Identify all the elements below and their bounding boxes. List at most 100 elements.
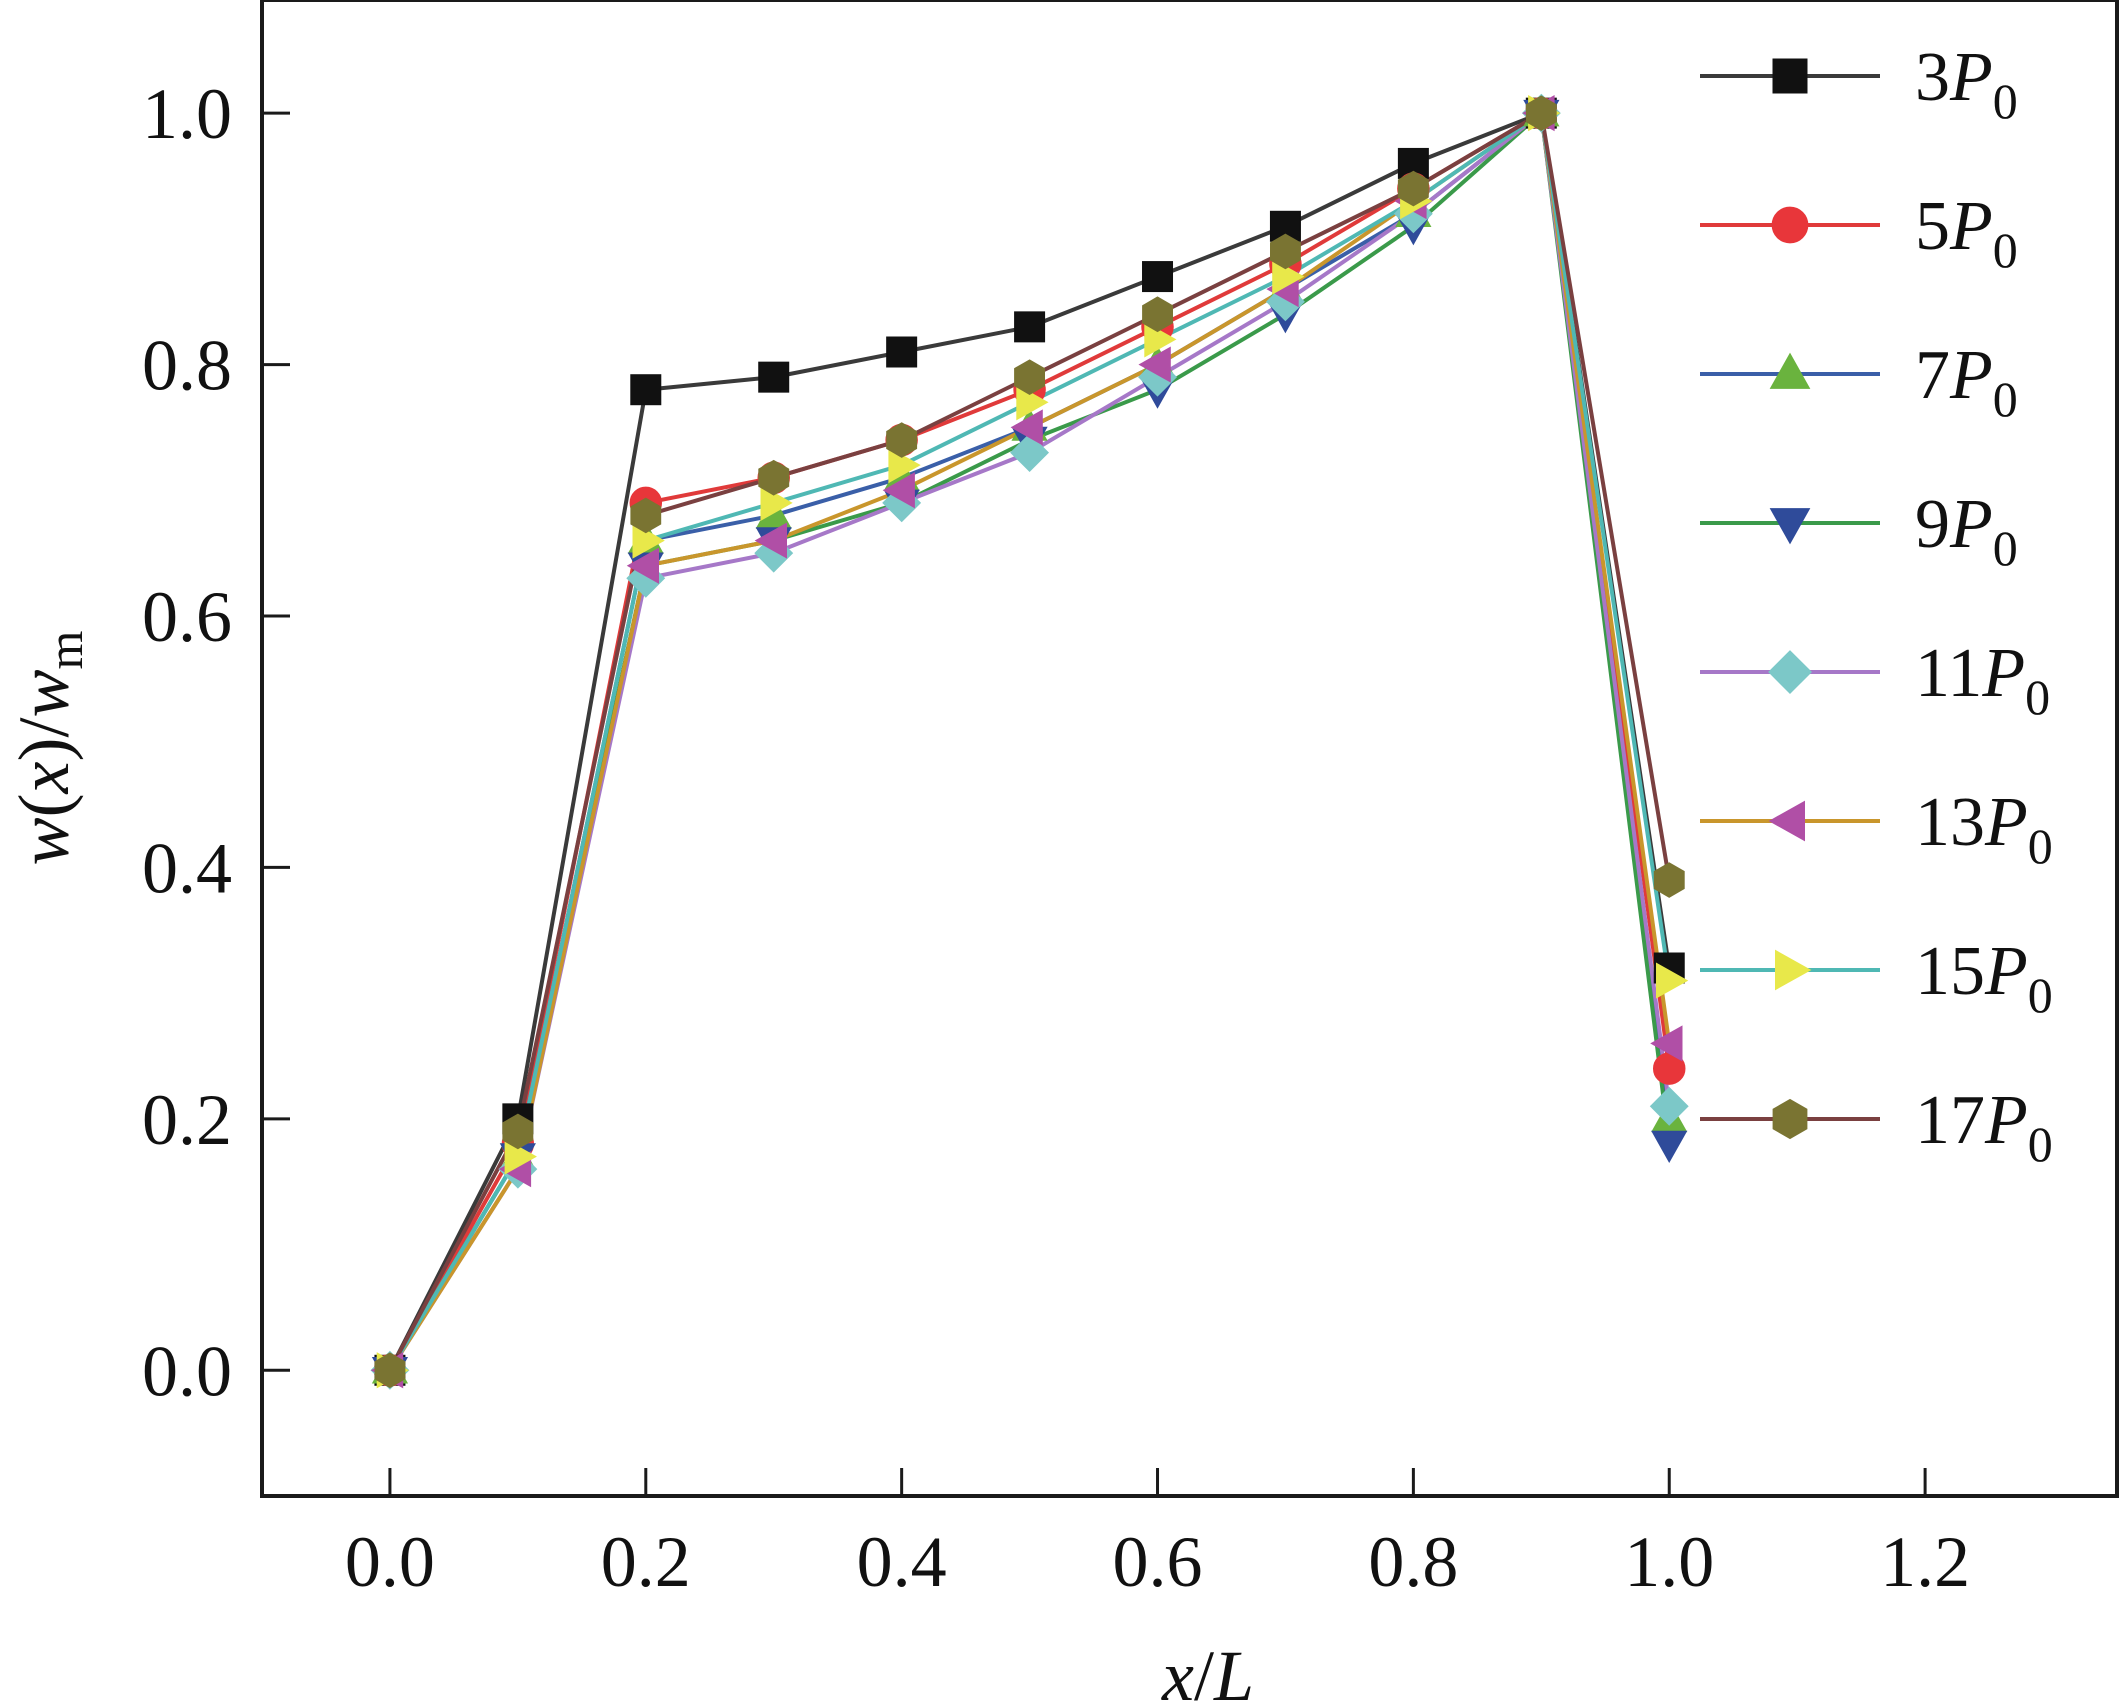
x-tick-label: 0.0 (345, 1522, 435, 1602)
legend-marker (1771, 206, 1809, 244)
y-axis-title-open: ( (4, 793, 84, 817)
series-line-15P0 (388, 111, 1672, 1372)
series-line-3P0 (388, 111, 1672, 1372)
legend-label-coef: 3 (1915, 39, 1950, 116)
legend-label-letter: P (1981, 635, 2025, 712)
series-line-13P0 (388, 111, 1672, 1372)
legend-label: 15P0 (1915, 933, 2053, 1023)
legend-label: 9P0 (1915, 486, 2018, 576)
legend-item-9P0: 9P0 (1700, 486, 2018, 576)
data-point-17P0 (1653, 862, 1685, 898)
series-line-5P0 (388, 111, 1672, 1372)
data-point-17P0 (886, 422, 918, 458)
series-line-7P0 (388, 111, 1672, 1372)
x-axis-ticks: 0.0 0.2 0.4 0.6 0.8 1.0 1.2 (345, 1468, 1970, 1602)
y-axis-title-w: w (4, 817, 84, 865)
series-line-11P0 (388, 111, 1672, 1372)
data-point-17P0 (758, 459, 790, 496)
legend-label-letter: P (1949, 39, 1993, 116)
data-point-3P0 (630, 374, 662, 406)
x-axis-title-var: x (1161, 1636, 1194, 1708)
legend-marker (1768, 650, 1813, 695)
data-point-3P0 (886, 336, 918, 368)
data-point-15P0 (888, 447, 921, 484)
y-axis-title-close: ) (4, 737, 84, 761)
x-axis-title-sep: / (1194, 1636, 1214, 1708)
data-point-9P0 (1651, 1130, 1688, 1164)
x-axis-title-denom: L (1213, 1636, 1254, 1708)
legend-label-coef: 17 (1915, 1082, 1985, 1159)
x-axis-title: x/L (1161, 1636, 1254, 1708)
data-point-15P0 (1272, 258, 1305, 295)
legend-label: 11P0 (1915, 635, 2050, 725)
legend-label-sub: 0 (1993, 73, 2018, 129)
y-tick-label: 0.4 (142, 828, 232, 908)
legend-item-11P0: 11P0 (1700, 635, 2050, 725)
legend-label: 5P0 (1915, 188, 2018, 278)
legend-label-letter: P (1984, 784, 2028, 861)
legend-marker (1769, 508, 1811, 545)
legend-marker (1772, 58, 1808, 94)
legend-label-letter: P (1984, 1082, 2028, 1159)
legend-label-coef: 11 (1915, 635, 1982, 712)
legend-marker (1768, 800, 1805, 842)
series-lines (388, 111, 1672, 1372)
legend-label: 3P0 (1915, 39, 2018, 129)
x-tick-label: 1.0 (1624, 1522, 1714, 1602)
x-tick-label: 0.2 (601, 1522, 691, 1602)
data-point-17P0 (502, 1113, 534, 1150)
y-axis-title-wm: w (4, 669, 84, 717)
legend-label: 17P0 (1915, 1082, 2053, 1172)
data-point-3P0 (1142, 261, 1174, 293)
data-point-17P0 (1142, 296, 1173, 333)
data-point-3P0 (1014, 311, 1046, 343)
legend-label-sub: 0 (2028, 967, 2053, 1023)
y-axis-title-sub: m (37, 630, 93, 669)
y-axis-title-sep: / (4, 717, 84, 737)
data-point-13P0 (1138, 346, 1171, 383)
legend-label-letter: P (1949, 337, 1993, 414)
legend-item-17P0: 17P0 (1700, 1082, 2053, 1172)
legend-label-letter: P (1949, 486, 1993, 563)
data-point-13P0 (882, 472, 915, 509)
legend-label-sub: 0 (1993, 222, 2018, 278)
data-point-3P0 (758, 361, 790, 393)
legend-label: 13P0 (1915, 784, 2053, 874)
series-line-9P0 (388, 111, 1672, 1372)
data-point-11P0 (1649, 1086, 1689, 1126)
x-tick-label: 0.8 (1368, 1522, 1458, 1602)
legend-label: 7P0 (1915, 337, 2018, 427)
x-tick-label: 1.2 (1880, 1522, 1970, 1602)
data-point-17P0 (1270, 233, 1301, 270)
legend-marker (1769, 352, 1811, 389)
legend-marker (1775, 949, 1812, 991)
y-axis-title-x: x (4, 761, 84, 794)
y-tick-label: 0.8 (142, 326, 232, 406)
data-point-15P0 (632, 522, 665, 559)
data-point-13P0 (754, 522, 787, 559)
data-point-13P0 (1010, 409, 1043, 446)
data-point-17P0 (630, 497, 662, 534)
legend-label-coef: 13 (1915, 784, 1985, 861)
y-tick-label: 1.0 (142, 74, 232, 154)
legend-item-5P0: 5P0 (1700, 188, 2018, 278)
data-point-15P0 (1656, 962, 1689, 999)
data-point-15P0 (1016, 384, 1049, 421)
x-tick-label: 0.4 (857, 1522, 947, 1602)
data-point-17P0 (1525, 95, 1557, 131)
legend-label-sub: 0 (2025, 669, 2050, 725)
plot-frame (260, 0, 2119, 1498)
data-point-13P0 (626, 547, 659, 584)
legend-item-3P0: 3P0 (1700, 39, 2018, 129)
legend-label-letter: P (1984, 933, 2028, 1010)
series-markers (370, 93, 1689, 1390)
data-point-17P0 (1397, 170, 1429, 207)
y-tick-label: 0.6 (142, 577, 232, 657)
legend-label-coef: 15 (1915, 933, 1985, 1010)
data-point-13P0 (1650, 1025, 1683, 1062)
y-tick-label: 0.0 (142, 1331, 232, 1411)
legend-label-sub: 0 (1993, 520, 2018, 576)
legend-item-13P0: 13P0 (1700, 784, 2053, 874)
